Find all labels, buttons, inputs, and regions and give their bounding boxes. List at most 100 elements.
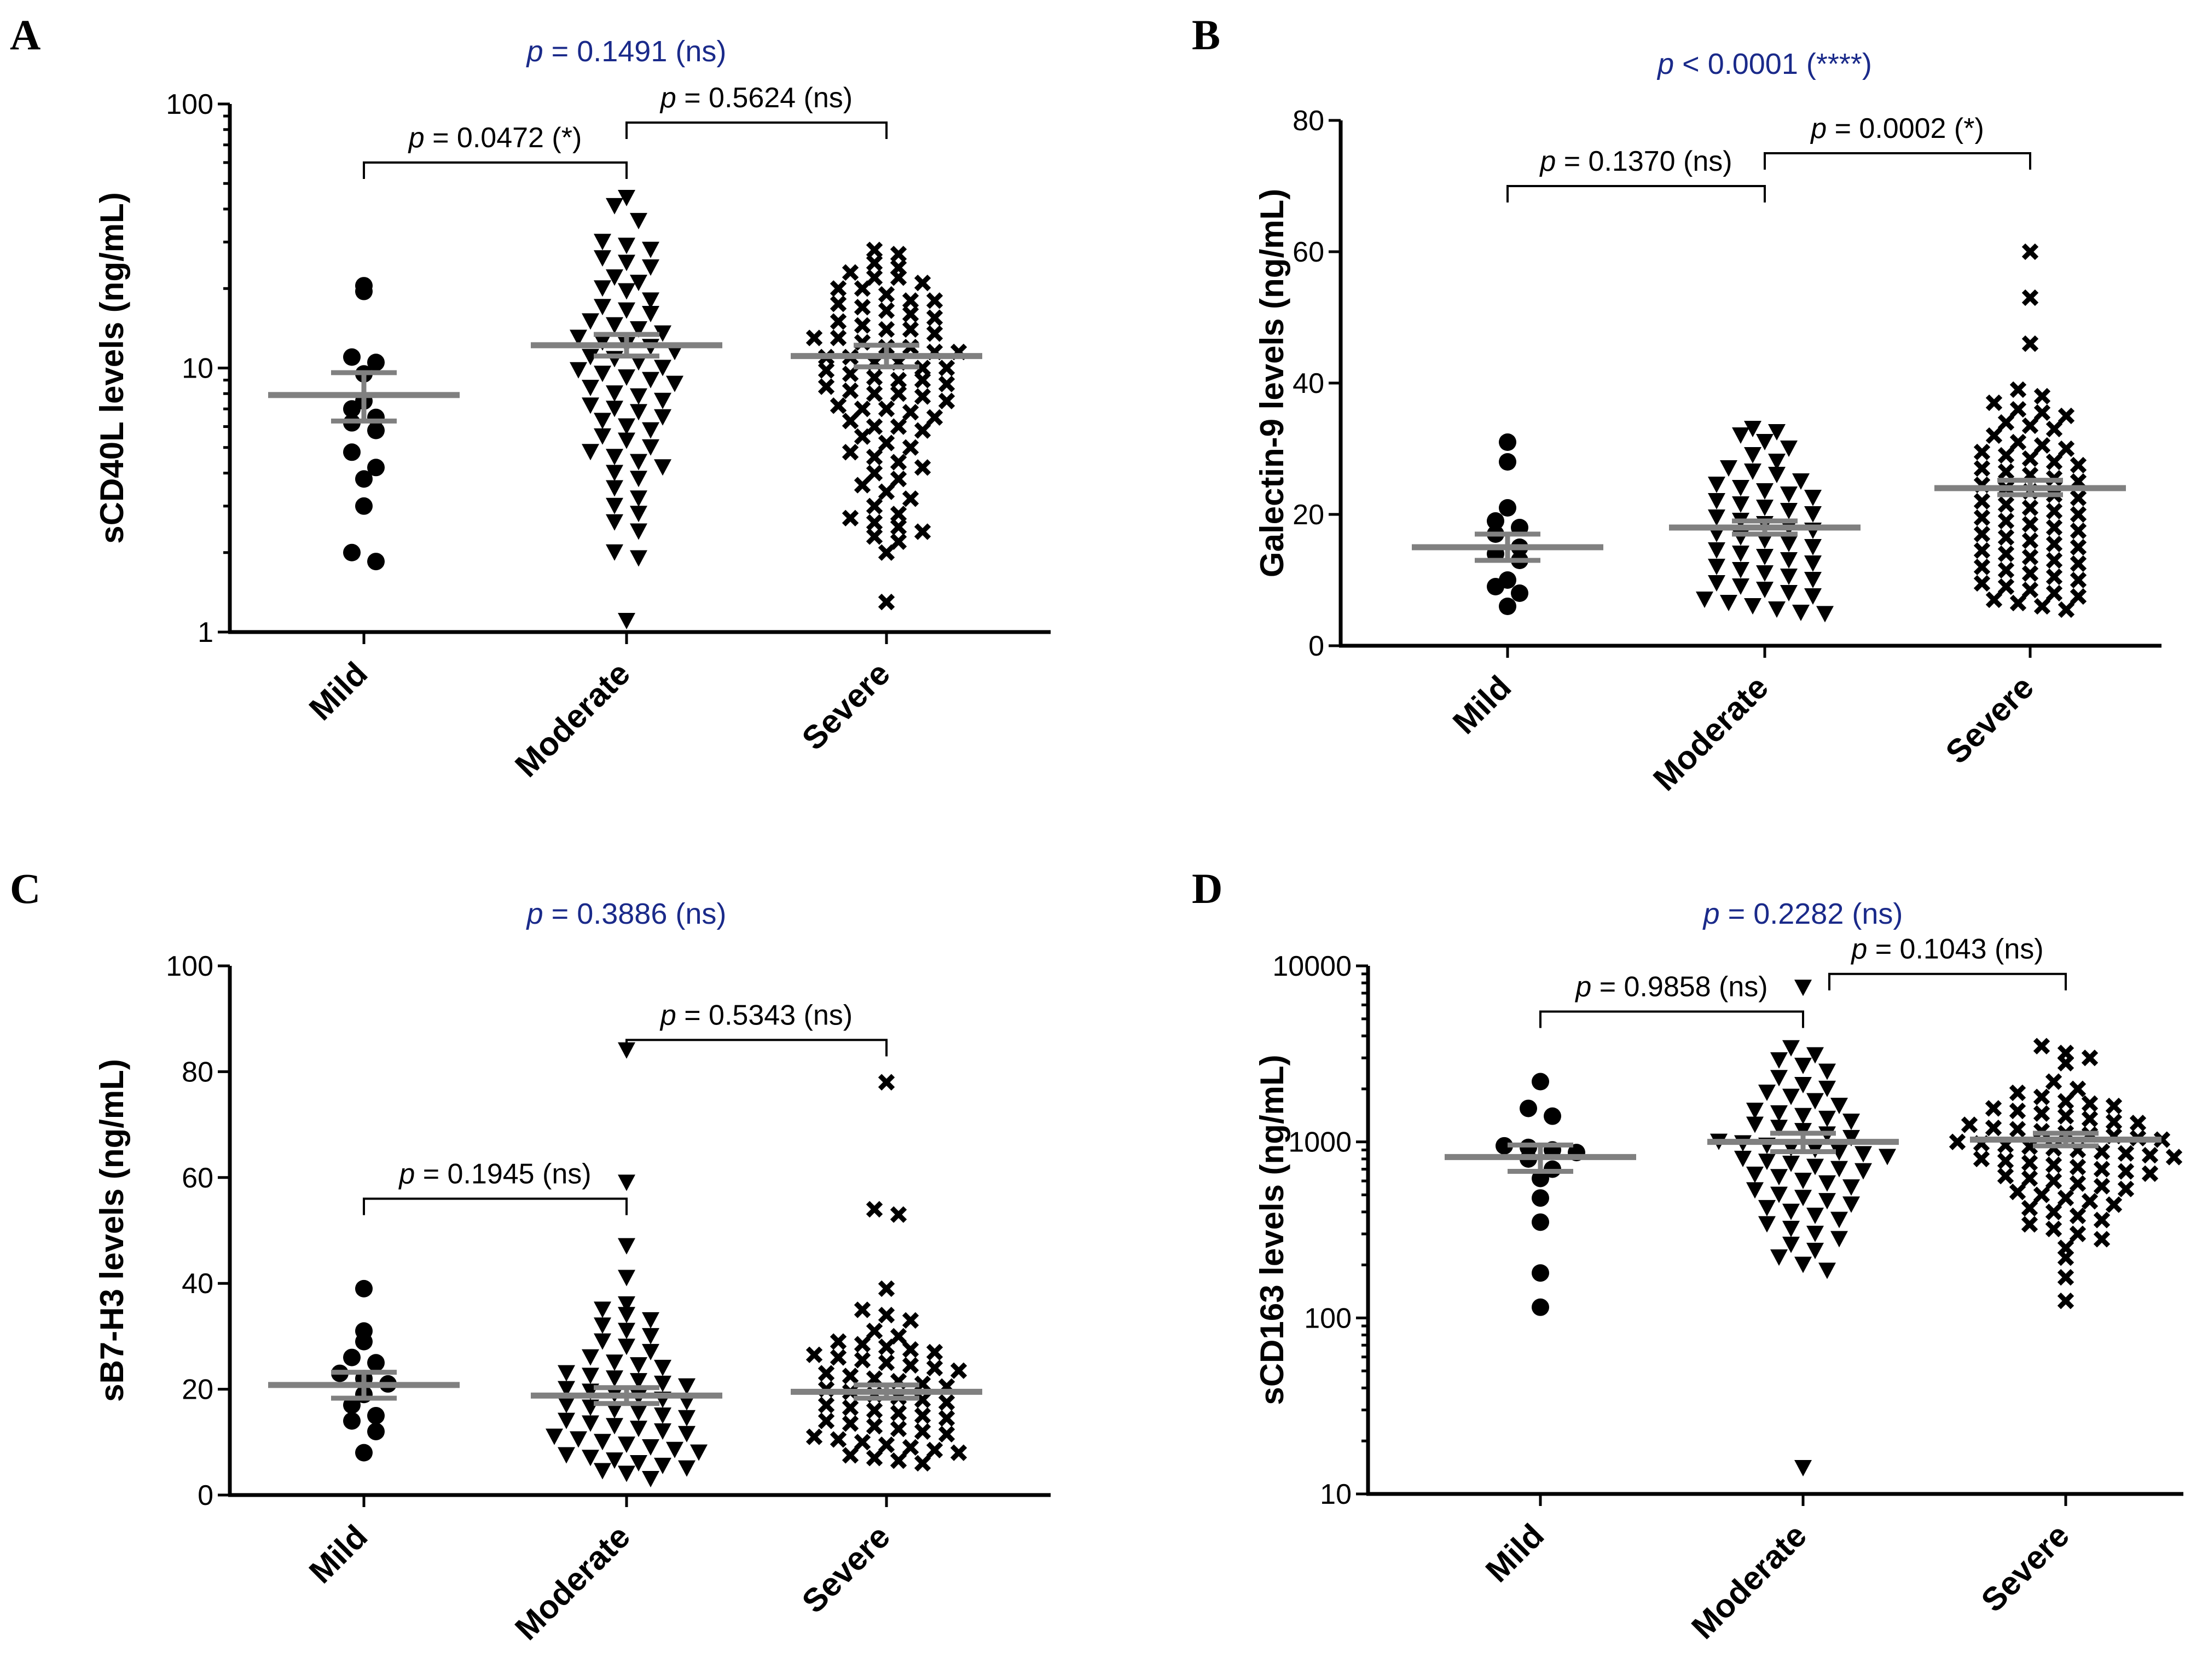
- data-point: [2070, 489, 2087, 507]
- data-point: [1804, 555, 1822, 572]
- data-point: [582, 444, 599, 461]
- data-point: [642, 422, 659, 439]
- overall-p-value-value: = 0.3886 (ns): [543, 897, 727, 930]
- data-point: [830, 313, 847, 330]
- data-point: [818, 1365, 835, 1382]
- y-tick-label: 60: [1293, 236, 1324, 268]
- data-point: [890, 1452, 907, 1469]
- data-point: [343, 1412, 361, 1430]
- data-point: [367, 553, 385, 571]
- data-point: [1997, 463, 2015, 480]
- data-point: [866, 497, 883, 514]
- data-point: [2009, 1121, 2026, 1138]
- comparison-p-value: p = 0.5343 (ns): [659, 999, 853, 1031]
- data-point: [2009, 433, 2027, 451]
- data-point: [570, 1431, 587, 1448]
- data-point: [1732, 427, 1749, 444]
- data-point: [1830, 1098, 1848, 1115]
- comparison-p-value: p = 0.0472 (*): [408, 122, 582, 154]
- data-point: [902, 439, 919, 456]
- data-point: [1842, 1129, 1860, 1146]
- data-point: [1830, 1212, 1848, 1229]
- data-point: [1792, 473, 1810, 490]
- data-point: [2105, 1113, 2123, 1131]
- data-point: [1782, 1220, 1800, 1237]
- data-point: [618, 237, 635, 254]
- data-point: [2069, 1207, 2087, 1225]
- data-point: [1768, 601, 1786, 618]
- data-point: [2045, 1156, 2062, 1173]
- data-point: [606, 544, 623, 561]
- comparison-bracket: [1828, 972, 2067, 990]
- data-point: [1768, 424, 1786, 441]
- data-point: [2069, 1158, 2087, 1175]
- data-point: [890, 506, 907, 523]
- data-point: [805, 1346, 823, 1363]
- data-point: [343, 1348, 361, 1366]
- data-point: [938, 360, 955, 376]
- data-point: [926, 292, 943, 309]
- panel-letter: C: [10, 865, 40, 912]
- data-point: [582, 1368, 599, 1384]
- comparison-p-value-symbol: p: [1850, 934, 1867, 965]
- data-point: [854, 401, 871, 418]
- data-point: [606, 269, 623, 286]
- data-point: [1499, 453, 1516, 471]
- data-point: [630, 1357, 647, 1374]
- data-point: [618, 1436, 635, 1453]
- y-tick-label: 0: [198, 1480, 213, 1511]
- data-point: [618, 254, 635, 271]
- data-point: [606, 497, 623, 514]
- data-point: [1732, 480, 1749, 496]
- comparison-p-value-value: = 0.1945 (ns): [415, 1158, 591, 1190]
- data-point: [630, 550, 647, 567]
- data-point: [1997, 447, 2015, 464]
- data-point: [1818, 1262, 1836, 1279]
- data-point: [890, 533, 907, 550]
- data-point: [2045, 1073, 2062, 1090]
- data-point: [866, 369, 883, 386]
- data-point: [1830, 1161, 1848, 1178]
- data-point: [2021, 532, 2039, 549]
- data-point: [2057, 1108, 2074, 1125]
- data-point: [1818, 1110, 1836, 1127]
- y-tick-label: 20: [1293, 499, 1324, 531]
- data-point: [2093, 1161, 2111, 1178]
- comparison-bracket: [1764, 152, 2031, 170]
- data-point: [666, 375, 683, 392]
- data-point: [2033, 1105, 2050, 1122]
- y-tick-label: 40: [1293, 368, 1324, 399]
- data-point: [642, 241, 659, 258]
- data-point: [343, 443, 361, 461]
- comparison-p-value-value: = 0.0002 (*): [1827, 113, 1984, 144]
- data-point: [343, 348, 361, 366]
- data-point: [1973, 575, 1991, 592]
- data-point: [1985, 1100, 2002, 1117]
- comparison-p-value: p = 0.0002 (*): [1810, 113, 1984, 144]
- data-point: [878, 1339, 895, 1355]
- data-point: [582, 1450, 599, 1467]
- data-point: [2033, 1088, 2050, 1105]
- data-point: [678, 1426, 696, 1443]
- data-point: [2021, 1154, 2038, 1172]
- data-point: [1961, 1116, 1978, 1133]
- data-point: [1997, 1152, 2014, 1169]
- comparison-p-value: p = 0.5624 (ns): [659, 82, 853, 114]
- data-point: [355, 497, 373, 515]
- data-point: [367, 421, 385, 439]
- data-point: [866, 254, 883, 271]
- data-point: [606, 351, 623, 368]
- data-point: [1804, 588, 1822, 605]
- data-point: [1744, 447, 1761, 464]
- data-point: [878, 1307, 895, 1324]
- data-point: [2057, 1093, 2074, 1110]
- data-point: [630, 1421, 647, 1438]
- data-point: [1818, 1080, 1836, 1097]
- data-point: [854, 1336, 871, 1353]
- data-point: [355, 282, 373, 300]
- data-point: [1997, 512, 2015, 530]
- data-point: [630, 275, 647, 292]
- comparison-p-value: p = 0.1043 (ns): [1850, 934, 2043, 965]
- data-point: [2033, 387, 2051, 405]
- data-point: [367, 354, 385, 372]
